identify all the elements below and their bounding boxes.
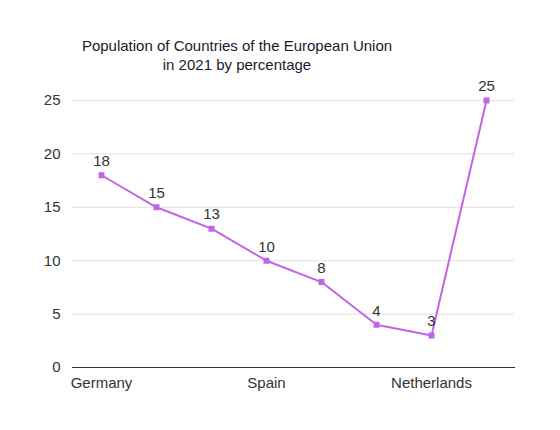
svg-text:10: 10 xyxy=(44,252,61,269)
svg-text:5: 5 xyxy=(52,305,60,322)
svg-text:25: 25 xyxy=(44,91,61,108)
svg-text:Spain: Spain xyxy=(247,374,285,391)
svg-text:8: 8 xyxy=(317,259,325,276)
svg-text:3: 3 xyxy=(427,312,435,329)
svg-text:4: 4 xyxy=(372,302,380,319)
html-text:Population of Countries of the: Population of Countries of the European … xyxy=(81,37,393,73)
svg-text:Netherlands: Netherlands xyxy=(391,374,472,391)
svg-text:Germany: Germany xyxy=(71,374,133,391)
svg-text:15: 15 xyxy=(44,198,61,215)
svg-text:25: 25 xyxy=(478,77,495,94)
svg-text:20: 20 xyxy=(44,145,61,162)
svg-text:0: 0 xyxy=(52,358,60,375)
svg-text:13: 13 xyxy=(203,205,220,222)
svg-text:10: 10 xyxy=(258,238,275,255)
svg-text:15: 15 xyxy=(148,184,165,201)
svg-text:18: 18 xyxy=(93,152,110,169)
